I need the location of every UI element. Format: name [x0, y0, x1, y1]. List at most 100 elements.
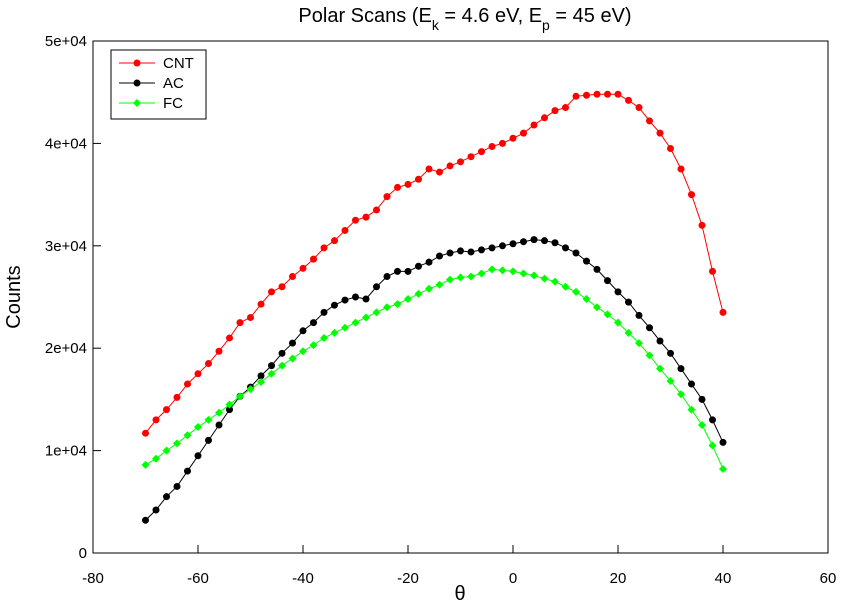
data-point	[540, 274, 549, 283]
data-point	[625, 298, 632, 306]
data-point	[719, 308, 727, 316]
data-point	[667, 145, 674, 153]
data-point	[246, 385, 255, 394]
data-point	[719, 465, 727, 474]
data-point	[383, 303, 391, 312]
data-point	[467, 272, 475, 281]
title-part: Polar Scans (E	[298, 5, 431, 27]
data-point	[268, 288, 275, 296]
y-tick-label: 4e+04	[45, 135, 87, 152]
data-point	[646, 324, 653, 332]
data-point	[561, 282, 570, 291]
data-point	[289, 273, 296, 281]
data-point	[477, 269, 486, 278]
data-point	[236, 319, 244, 327]
data-point	[635, 311, 643, 319]
data-point	[404, 267, 412, 275]
data-point	[425, 165, 433, 173]
data-point	[351, 318, 360, 327]
data-point	[383, 273, 391, 281]
data-point	[530, 271, 538, 280]
data-point	[278, 283, 286, 291]
x-tick-label: 40	[715, 570, 732, 587]
data-point	[635, 339, 643, 348]
data-point	[541, 114, 548, 122]
chart-title: Polar Scans (Ek = 4.6 eV, Ep = 45 eV)	[298, 5, 631, 33]
y-axis-label: Counts	[3, 265, 25, 328]
data-point	[457, 247, 464, 255]
legend-marker	[133, 59, 141, 67]
data-point	[593, 303, 601, 312]
y-tick-label: 2e+04	[45, 340, 87, 357]
data-point	[551, 239, 559, 247]
data-point	[393, 300, 402, 309]
data-point	[593, 265, 601, 273]
data-point	[320, 244, 328, 252]
data-point	[204, 415, 213, 424]
legend-box	[110, 49, 207, 120]
data-point	[268, 362, 275, 370]
legend-marker	[133, 99, 141, 107]
data-point	[173, 393, 181, 401]
data-point	[635, 104, 643, 112]
data-point	[394, 267, 401, 275]
legend-label: AC	[163, 75, 184, 92]
x-tick-label: 60	[820, 570, 837, 587]
data-point	[687, 405, 696, 414]
data-point	[614, 90, 622, 98]
data-point	[162, 446, 171, 455]
data-point	[583, 91, 590, 99]
data-point	[362, 213, 370, 221]
data-point	[656, 337, 664, 345]
data-point	[225, 400, 234, 409]
data-point	[625, 96, 632, 104]
data-point	[446, 162, 454, 170]
data-point	[499, 139, 506, 147]
data-point	[688, 380, 695, 388]
data-point	[352, 216, 359, 224]
x-tick-label: 0	[509, 570, 517, 587]
y-tick-label: 5e+04	[45, 33, 87, 50]
data-point	[205, 360, 212, 368]
title-subscript: p	[542, 17, 550, 33]
data-point	[572, 287, 580, 296]
data-point	[614, 318, 622, 327]
data-point	[141, 460, 150, 469]
data-point	[278, 361, 286, 370]
data-point	[320, 308, 328, 316]
data-point	[583, 257, 590, 265]
data-point	[247, 313, 254, 321]
data-point	[498, 266, 507, 275]
data-point	[467, 153, 475, 161]
data-point	[488, 265, 496, 274]
data-point	[257, 300, 265, 308]
data-point	[646, 117, 653, 125]
data-point	[520, 129, 527, 137]
data-point	[267, 369, 276, 378]
data-point	[551, 107, 559, 115]
data-point	[604, 277, 611, 285]
data-point	[194, 423, 202, 432]
y-tick-label: 0	[79, 545, 87, 562]
data-point	[425, 258, 433, 266]
data-point	[614, 288, 622, 296]
data-point	[488, 244, 496, 252]
data-point	[509, 134, 517, 142]
data-point	[562, 104, 569, 112]
data-point	[215, 408, 223, 417]
data-point	[362, 295, 370, 303]
legend-label: FC	[163, 95, 183, 112]
data-point	[499, 242, 506, 250]
data-point	[183, 431, 192, 440]
data-point	[226, 334, 233, 342]
data-point	[310, 319, 317, 327]
data-point	[404, 180, 412, 188]
title-part: = 45 eV)	[550, 5, 632, 27]
data-point	[414, 289, 423, 298]
data-point	[278, 349, 286, 357]
data-point	[593, 90, 601, 98]
data-point	[719, 438, 727, 446]
data-point	[562, 244, 569, 252]
data-point	[236, 392, 244, 401]
data-point	[184, 380, 191, 388]
